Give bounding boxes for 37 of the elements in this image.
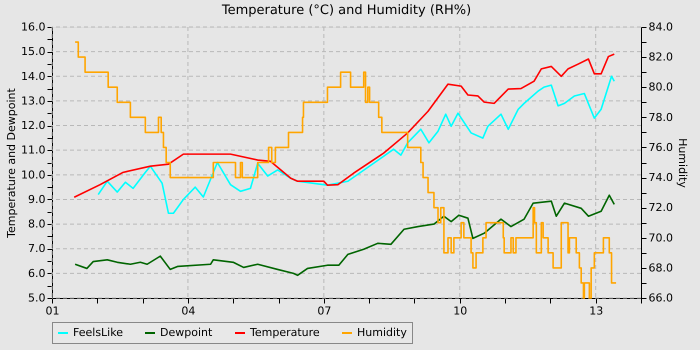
x-tick-label: 10 <box>453 304 468 318</box>
line-series <box>73 53 616 198</box>
legend-label: Humidity <box>357 326 408 339</box>
y-tick-label: 5.0 <box>28 292 46 304</box>
y-tick-label: 15.0 <box>21 45 46 58</box>
y-tick-label: 8.0 <box>28 218 46 231</box>
legend-label: Temperature <box>249 326 320 339</box>
y2-tick-label: 68.0 <box>648 261 673 274</box>
chart-title: Temperature (°C) and Humidity (RH%) <box>220 3 472 18</box>
y2-tick-label: 82.0 <box>648 50 673 64</box>
x-tick-label: 07 <box>317 304 332 318</box>
y-tick-label: 6.0 <box>28 266 46 280</box>
y-tick-label: 13.0 <box>21 94 46 108</box>
y-tick-label: 9.0 <box>28 192 46 206</box>
y-tick-label: 7.0 <box>28 242 46 256</box>
legend-label: Dewpoint <box>160 326 213 339</box>
y-tick-label: 16.0 <box>21 20 46 34</box>
x-tick-label: 13 <box>589 304 604 318</box>
y2-tick-label: 70.0 <box>648 231 673 244</box>
y2-tick-label: 76.0 <box>648 140 673 154</box>
y2-tick-label: 72.0 <box>648 201 673 214</box>
x-tick-label: 04 <box>181 304 196 318</box>
legend-label: FeelsLike <box>73 326 124 339</box>
y2-tick-label: 74.0 <box>648 171 673 184</box>
y2-tick-label: 84.0 <box>648 20 673 34</box>
x-tick-label: 01 <box>46 304 60 318</box>
y2-axis-title: Humidity <box>676 138 689 188</box>
y-axis-title: Temperature and Dewpoint <box>5 87 18 239</box>
y2-tick-label: 66.0 <box>648 292 673 304</box>
y2-tick-label: 80.0 <box>648 80 673 94</box>
line-series <box>74 194 616 276</box>
y-tick-label: 11.0 <box>21 144 46 157</box>
y-tick-label: 10.0 <box>21 168 46 182</box>
y-tick-label: 12.0 <box>21 119 46 132</box>
y-tick-label: 14.0 <box>21 70 46 83</box>
line-series <box>97 75 616 214</box>
y2-tick-label: 78.0 <box>648 110 673 124</box>
